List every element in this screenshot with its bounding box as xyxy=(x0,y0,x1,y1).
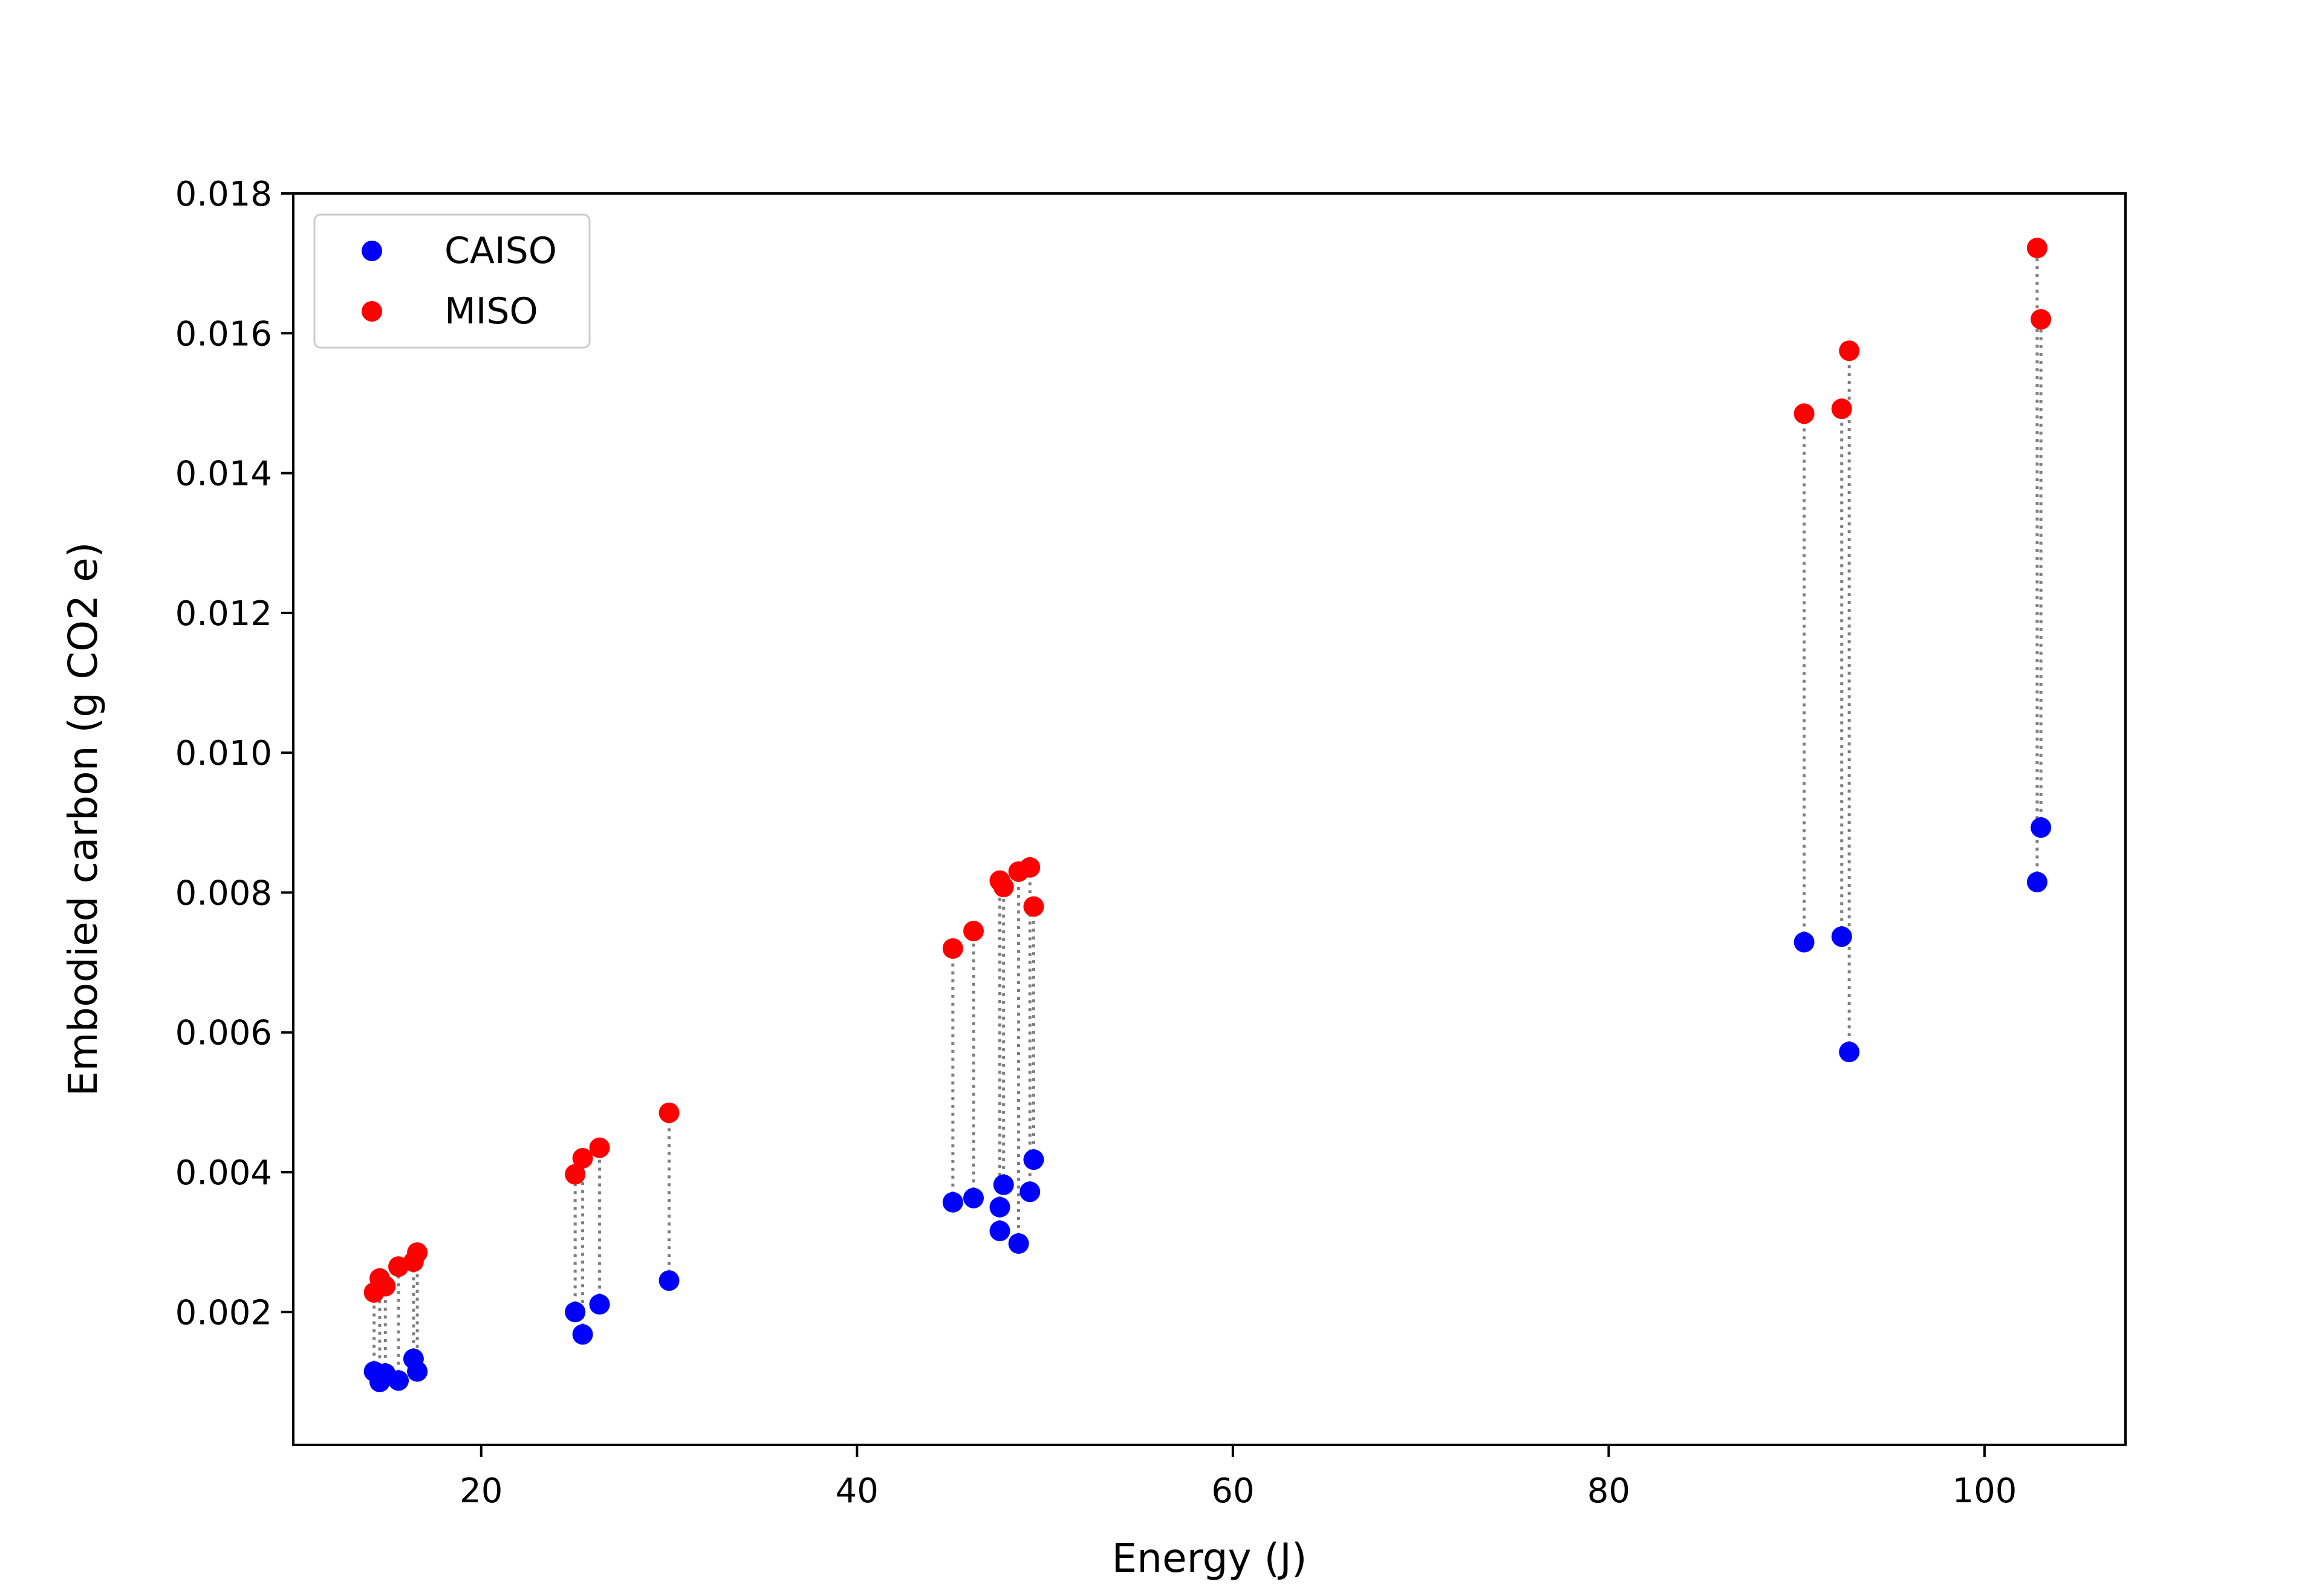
data-points xyxy=(363,238,2052,1392)
point-caiso xyxy=(1020,1181,1041,1202)
x-axis-ticks: 20 40 60 80 100 xyxy=(460,1445,2017,1511)
y-tick-label: 0.012 xyxy=(175,594,272,634)
point-miso xyxy=(2031,309,2052,330)
point-miso xyxy=(565,1164,586,1185)
y-tick-label: 0.004 xyxy=(175,1153,272,1193)
legend: CAISO MISO xyxy=(313,213,591,349)
legend-frame xyxy=(313,213,591,349)
y-tick-label: 0.002 xyxy=(175,1293,272,1332)
point-miso xyxy=(1020,857,1041,878)
point-caiso xyxy=(942,1192,963,1213)
y-tick-label: 0.008 xyxy=(175,874,272,913)
x-tick-label: 100 xyxy=(1952,1471,2017,1511)
point-caiso xyxy=(2031,817,2052,838)
legend-marker-miso xyxy=(362,301,382,322)
point-miso xyxy=(1839,340,1860,362)
point-caiso xyxy=(1008,1233,1029,1254)
point-caiso xyxy=(989,1196,1010,1218)
point-caiso xyxy=(989,1221,1010,1242)
point-caiso xyxy=(993,1174,1014,1195)
point-caiso xyxy=(659,1270,680,1291)
y-tick-label: 0.016 xyxy=(175,314,272,354)
connector-lines xyxy=(372,248,2043,1382)
x-tick-label: 60 xyxy=(1211,1471,1254,1511)
point-caiso xyxy=(572,1324,593,1345)
point-caiso xyxy=(1023,1149,1044,1170)
x-tick-label: 40 xyxy=(836,1471,879,1511)
x-tick-label: 80 xyxy=(1587,1471,1630,1511)
point-miso xyxy=(1831,398,1852,420)
point-caiso xyxy=(1794,932,1815,953)
point-miso xyxy=(963,921,984,942)
point-miso xyxy=(1023,896,1044,917)
y-tick-label: 0.018 xyxy=(175,175,272,214)
point-caiso xyxy=(388,1370,409,1391)
point-miso xyxy=(2026,238,2047,259)
point-miso xyxy=(407,1242,428,1263)
point-caiso xyxy=(565,1302,586,1323)
y-axis-ticks: 0.002 0.004 0.006 0.008 0.010 0.012 0.014 0.016… xyxy=(175,175,293,1332)
point-caiso xyxy=(963,1187,984,1208)
y-tick-label: 0.010 xyxy=(175,734,272,773)
legend-marker-caiso xyxy=(362,241,382,261)
point-miso xyxy=(993,877,1014,898)
plot-frame xyxy=(292,192,2127,1446)
y-tick-label: 0.006 xyxy=(175,1014,272,1053)
point-miso xyxy=(589,1137,610,1158)
point-miso xyxy=(659,1102,680,1123)
y-tick-label: 0.014 xyxy=(175,455,272,494)
point-miso xyxy=(942,938,963,959)
point-caiso xyxy=(407,1361,428,1382)
point-caiso xyxy=(589,1294,610,1315)
point-miso xyxy=(572,1147,593,1169)
legend-label-caiso: CAISO xyxy=(444,230,557,272)
point-caiso xyxy=(1839,1042,1860,1063)
x-axis-label: Energy (J) xyxy=(1111,1535,1307,1581)
point-miso xyxy=(375,1276,396,1297)
point-caiso xyxy=(2026,872,2047,893)
y-axis-label: Embodied carbon (g CO2 e) xyxy=(60,542,106,1097)
x-tick-label: 20 xyxy=(460,1471,502,1511)
point-miso xyxy=(1794,403,1815,424)
point-caiso xyxy=(1831,926,1852,947)
legend-label-miso: MISO xyxy=(444,290,538,332)
